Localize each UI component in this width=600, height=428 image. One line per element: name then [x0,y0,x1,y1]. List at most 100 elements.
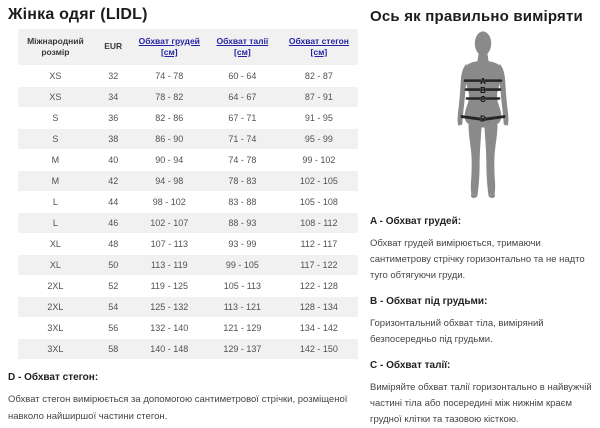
figure-neck [477,53,489,63]
measuring-guide-panel: Ось як правильно виміряти [370,0,596,428]
table-row: M 40 90 - 94 74 - 78 99 - 102 [18,149,358,171]
table-cell: 82 - 86 [155,113,184,123]
table-cell: 90 - 94 [155,155,184,165]
label-d: D [480,114,486,123]
table-row: M 42 94 - 98 78 - 83 102 - 105 [18,170,358,192]
table-row: 2XL 52 119 - 125 105 - 113 122 - 128 [18,275,358,297]
table-cell: 3XL [47,323,64,333]
table-cell: 128 - 134 [299,302,338,312]
table-cell: 93 - 99 [228,239,257,249]
table-cell: 36 [108,113,119,123]
table-cell: M [51,176,60,186]
table-row: XS 34 78 - 82 64 - 67 87 - 91 [18,86,358,108]
section-b: B - Обхват під грудьми: Горизонтальний о… [370,296,596,348]
table-row: 2XL 54 125 - 132 113 - 121 128 - 134 [18,296,358,318]
table-cell: 134 - 142 [299,323,338,333]
table-cell: 105 - 108 [299,197,338,207]
table-cell: L [52,197,58,207]
table-cell: 42 [108,176,119,186]
guide-title: Ось як правильно виміряти [370,8,583,25]
figure-head [474,31,492,56]
table-cell: 99 - 102 [302,155,336,165]
table-row: L 44 98 - 102 83 - 88 105 - 108 [18,191,358,213]
section-a-heading: A - Обхват грудей: [370,216,462,227]
table-cell: 48 [108,239,119,249]
table-cell: 52 [108,281,119,291]
figure-right-arm [498,63,509,126]
table-cell: XS [49,71,62,81]
table-cell: 142 - 150 [299,344,338,354]
table-row: L 46 102 - 107 88 - 93 108 - 112 [18,212,358,234]
underbust-band [464,88,502,91]
table-cell: 105 - 113 [223,281,262,291]
table-cell: 113 - 119 [150,260,188,270]
table-cell: 32 [108,71,119,81]
table-cell: 3XL [47,344,64,354]
table-cell: XL [49,260,61,270]
table-cell: 99 - 105 [225,260,259,270]
table-cell: 102 - 105 [299,176,338,186]
table-cell: 67 - 71 [228,113,257,123]
size-table-body: XS 32 74 - 78 60 - 64 82 - 87 XS 34 78 - 82 64 -… [18,65,358,359]
table-row: XL 50 113 - 119 99 - 105 117 - 122 [18,254,358,276]
table-cell: 78 - 83 [228,176,257,186]
body-silhouette-figure: A B C D [457,31,509,199]
table-cell: 132 - 140 [150,323,189,333]
table-row: 3XL 56 132 - 140 121 - 129 134 - 142 [18,317,358,339]
figure-left-arm [457,63,468,126]
table-cell: 40 [108,155,119,165]
table-cell: 119 - 125 [150,281,188,291]
size-table-header: Міжнародний розмір EUR Обхват грудей [см… [18,29,358,66]
table-cell: 46 [108,218,119,228]
section-a: A - Обхват грудей: Обхват грудей вимірює… [370,216,596,284]
table-cell: 129 - 137 [223,344,262,354]
table-cell: 87 - 91 [304,92,333,102]
table-cell: 122 - 128 [299,281,338,291]
table-cell: 60 - 64 [228,71,257,81]
table-cell: 113 - 121 [223,302,262,312]
table-row: 3XL 58 140 - 148 129 - 137 142 - 150 [18,338,358,359]
table-cell: XL [49,239,61,249]
section-c-text: Виміряйте обхват талії горизонтально в н… [370,381,592,425]
header-waist: Обхват талії [см] [204,29,280,66]
figure-torso [464,60,502,128]
section-a-text: Обхват грудей вимірюється, тримаючи сант… [370,238,585,281]
section-b-text: Горизонтальний обхват тіла, виміряний бе… [370,317,544,345]
figure-right-leg [484,124,498,195]
table-cell: 117 - 122 [300,260,338,270]
table-row: XL 48 107 - 113 93 - 99 112 - 117 [18,233,358,255]
table-cell: 88 - 93 [228,218,257,228]
table-cell: 2XL [47,302,64,312]
table-cell: 2XL [47,281,64,291]
size-table: Міжнародний розмір EUR Обхват грудей [см… [18,29,358,359]
table-cell: 58 [108,344,119,354]
waist-link[interactable]: Обхват талії [см] [216,35,269,57]
label-b: B [480,86,486,95]
hips-link[interactable]: Обхват стегон [см] [288,35,349,57]
table-cell: 34 [108,92,119,102]
table-cell: 71 - 74 [228,134,257,144]
table-cell: 74 - 78 [228,155,257,165]
chest-link[interactable]: Обхват грудей [см] [138,35,200,57]
header-international-size: Міжнародний розмір [18,29,93,66]
table-cell: 64 - 67 [228,92,257,102]
table-cell: 94 - 98 [155,176,184,186]
table-row: XS 32 74 - 78 60 - 64 82 - 87 [18,65,358,87]
table-cell: 38 [108,134,119,144]
table-cell: 50 [108,260,119,270]
label-a: A [480,77,486,86]
table-cell: 91 - 95 [304,113,333,123]
header-chest: Обхват грудей [см] [133,29,205,66]
section-b-heading: B - Обхват під грудьми: [370,295,488,307]
section-d-heading: D - Обхват стегон: [8,372,99,383]
figure-left-leg [468,124,482,195]
table-row: S 38 86 - 90 71 - 74 95 - 99 [18,128,358,150]
section-c: C - Обхват талії: Виміряйте обхват талії… [370,360,596,428]
table-cell: 44 [108,197,119,207]
table-cell: 112 - 117 [300,239,338,249]
table-cell: 125 - 132 [150,302,189,312]
label-c: C [480,95,486,104]
page-title: Жінка одяг (LIDL) [8,6,148,23]
figure-container: A B C D [370,29,596,204]
table-cell: 121 - 129 [223,323,262,333]
